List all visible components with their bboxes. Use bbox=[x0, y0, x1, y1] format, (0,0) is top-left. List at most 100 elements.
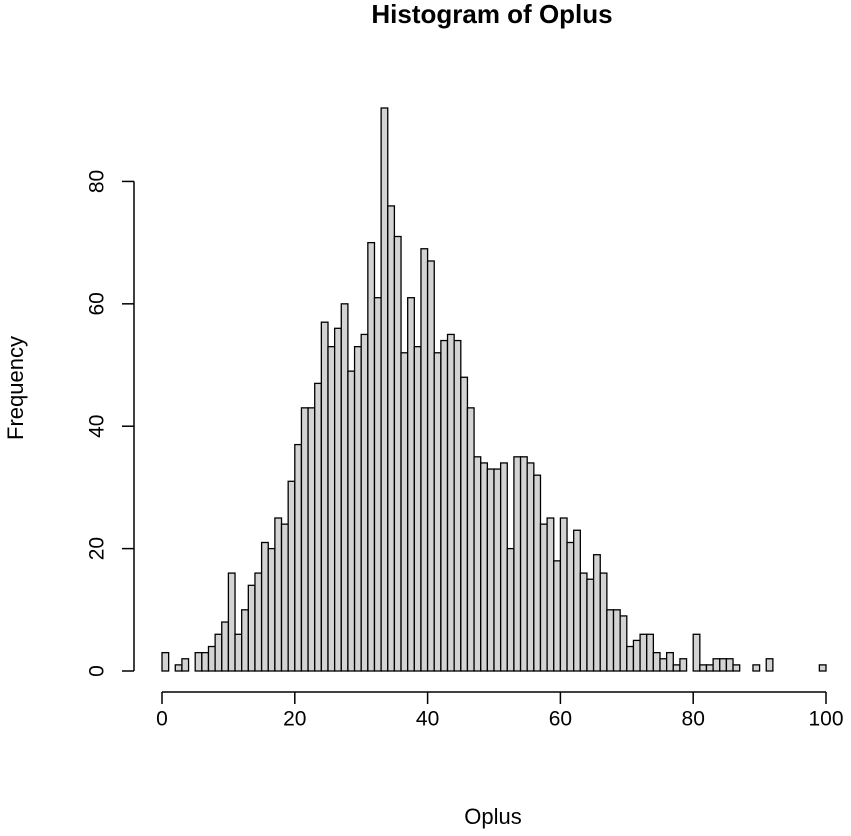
bar bbox=[201, 651, 210, 672]
bar bbox=[606, 609, 615, 672]
bar bbox=[287, 480, 296, 672]
bar bbox=[466, 407, 475, 672]
bar bbox=[174, 664, 183, 672]
bar bbox=[267, 547, 276, 672]
bar bbox=[360, 333, 369, 672]
bar bbox=[426, 260, 435, 672]
bar bbox=[473, 456, 482, 672]
bar bbox=[320, 321, 329, 672]
bar bbox=[221, 621, 230, 672]
bar bbox=[665, 651, 674, 672]
bar bbox=[207, 645, 216, 672]
x-tick-label: 60 bbox=[549, 708, 572, 731]
bar bbox=[632, 639, 641, 672]
bar bbox=[333, 327, 342, 672]
bar bbox=[639, 633, 648, 672]
y-tick-label: 80 bbox=[86, 170, 109, 193]
bar bbox=[619, 615, 628, 672]
bar bbox=[227, 572, 236, 672]
bar bbox=[407, 297, 415, 672]
bar bbox=[234, 633, 243, 672]
bar bbox=[579, 572, 588, 672]
bar bbox=[719, 658, 728, 672]
y-tick-label: 60 bbox=[86, 292, 109, 315]
bar bbox=[692, 633, 701, 672]
bar bbox=[765, 658, 774, 672]
bar bbox=[413, 346, 422, 672]
bar bbox=[612, 609, 621, 672]
bar bbox=[652, 651, 661, 672]
bar bbox=[699, 664, 708, 672]
bar bbox=[161, 651, 170, 672]
bar bbox=[679, 658, 688, 672]
bar bbox=[373, 297, 382, 672]
bar bbox=[646, 633, 655, 672]
bar bbox=[367, 241, 376, 672]
bar bbox=[493, 468, 502, 672]
bar bbox=[453, 339, 462, 672]
y-tick-label: 40 bbox=[86, 415, 109, 438]
x-tick-label: 40 bbox=[416, 708, 439, 731]
bar bbox=[659, 658, 668, 672]
bar bbox=[194, 651, 203, 672]
x-tick-label: 100 bbox=[808, 708, 843, 731]
bar bbox=[586, 578, 595, 672]
bar bbox=[393, 235, 402, 672]
chart-title: Histogram of Oplus bbox=[371, 0, 612, 29]
bar bbox=[340, 303, 349, 672]
bar bbox=[241, 609, 249, 672]
bar bbox=[672, 664, 681, 672]
bar bbox=[387, 205, 396, 672]
bar bbox=[353, 346, 362, 672]
bar bbox=[526, 462, 535, 672]
bar bbox=[818, 664, 827, 672]
bar bbox=[573, 529, 581, 672]
bar bbox=[446, 333, 455, 672]
bar bbox=[539, 523, 548, 672]
bar bbox=[274, 517, 283, 672]
x-tick-label: 20 bbox=[283, 708, 306, 731]
bar bbox=[280, 523, 289, 672]
y-tick-label: 0 bbox=[86, 665, 109, 677]
bar bbox=[712, 658, 721, 672]
bar bbox=[181, 658, 190, 672]
bar bbox=[347, 370, 356, 672]
bar bbox=[314, 382, 323, 672]
bar bbox=[752, 664, 761, 672]
bar bbox=[440, 339, 449, 672]
bar bbox=[559, 517, 568, 672]
bar bbox=[420, 248, 429, 672]
bar bbox=[307, 407, 316, 672]
bar bbox=[506, 547, 515, 672]
x-axis-title: Oplus bbox=[464, 804, 521, 829]
bar bbox=[519, 456, 528, 672]
bar bbox=[260, 541, 269, 672]
bar bbox=[732, 664, 741, 672]
bar bbox=[626, 645, 635, 672]
x-tick-label: 80 bbox=[682, 708, 705, 731]
bar bbox=[725, 658, 734, 672]
bar bbox=[254, 572, 263, 672]
bar bbox=[380, 107, 389, 672]
bar bbox=[486, 468, 495, 672]
bar bbox=[533, 474, 542, 672]
y-axis-title: Frequency bbox=[3, 336, 28, 440]
x-tick-label: 0 bbox=[156, 708, 168, 731]
bar bbox=[705, 664, 714, 672]
bar bbox=[214, 633, 223, 672]
bar bbox=[566, 541, 575, 672]
bar bbox=[546, 517, 555, 672]
bar bbox=[513, 456, 522, 672]
bar bbox=[499, 462, 508, 672]
y-tick-label: 20 bbox=[86, 537, 109, 560]
bar bbox=[553, 560, 562, 672]
bar bbox=[294, 443, 303, 672]
bar bbox=[599, 572, 608, 672]
bar bbox=[460, 376, 469, 672]
bar bbox=[592, 554, 601, 672]
bar bbox=[327, 346, 336, 672]
bar bbox=[300, 407, 309, 672]
bar bbox=[433, 352, 442, 672]
bar bbox=[400, 352, 409, 672]
